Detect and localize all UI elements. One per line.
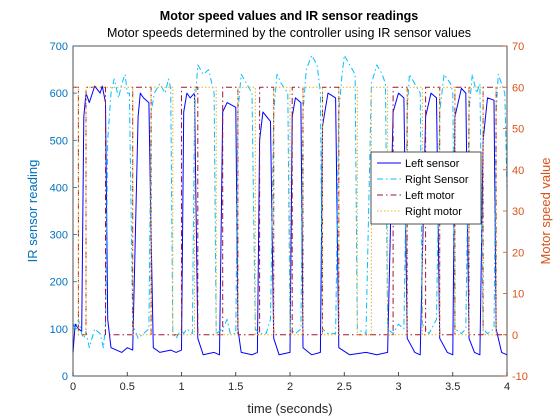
x-tick-label: 1: [178, 381, 184, 393]
chart-title: Motor speed values and IR sensor reading…: [160, 9, 418, 23]
y-left-tick-label: 100: [50, 324, 68, 336]
legend-label: Left sensor: [405, 158, 460, 170]
y-axis-left-label: IR sensor reading: [25, 160, 40, 263]
legend-label: Right Sensor: [405, 174, 469, 186]
legend-label: Right motor: [405, 206, 462, 218]
y-right-tick-label: 40: [512, 165, 524, 177]
y-axis-right-label: Motor speed value: [538, 158, 553, 265]
y-right-tick-label: 30: [512, 206, 524, 218]
x-tick-label: 4: [504, 381, 510, 393]
legend: Left sensor Right Sensor Left motor Right m…: [371, 152, 481, 224]
y-right-tick-label: 70: [512, 41, 524, 53]
chart-subtitle: Motor speeds determined by the controlle…: [107, 26, 471, 40]
x-tick-label: 3: [395, 381, 401, 393]
x-axis-label: time (seconds): [247, 401, 332, 416]
y-right-tick-label: 0: [512, 330, 518, 342]
y-right-tick-label: 50: [512, 124, 524, 136]
x-tick-label: 3.5: [445, 381, 460, 393]
x-tick-label: 0.5: [120, 381, 135, 393]
y-left-tick-label: 400: [50, 182, 68, 194]
y-right-tick-label: 10: [512, 289, 524, 301]
x-tick-label: 0: [70, 381, 76, 393]
y-left-tick-label: 500: [50, 135, 68, 147]
y-left-tick-label: 700: [50, 41, 68, 53]
y-left-tick-label: 200: [50, 277, 68, 289]
x-tick-label: 1.5: [228, 381, 243, 393]
y-right-tick-label: -10: [512, 371, 528, 383]
x-tick-label: 2.5: [337, 381, 352, 393]
x-tick-label: 2: [287, 381, 293, 393]
y-left-tick-label: 300: [50, 230, 68, 242]
y-left-tick-label: 0: [62, 371, 68, 383]
y-left-tick-label: 600: [50, 88, 68, 100]
legend-label: Left motor: [405, 190, 455, 202]
y-right-tick-label: 20: [512, 247, 524, 259]
y-right-tick-label: 60: [512, 82, 524, 94]
